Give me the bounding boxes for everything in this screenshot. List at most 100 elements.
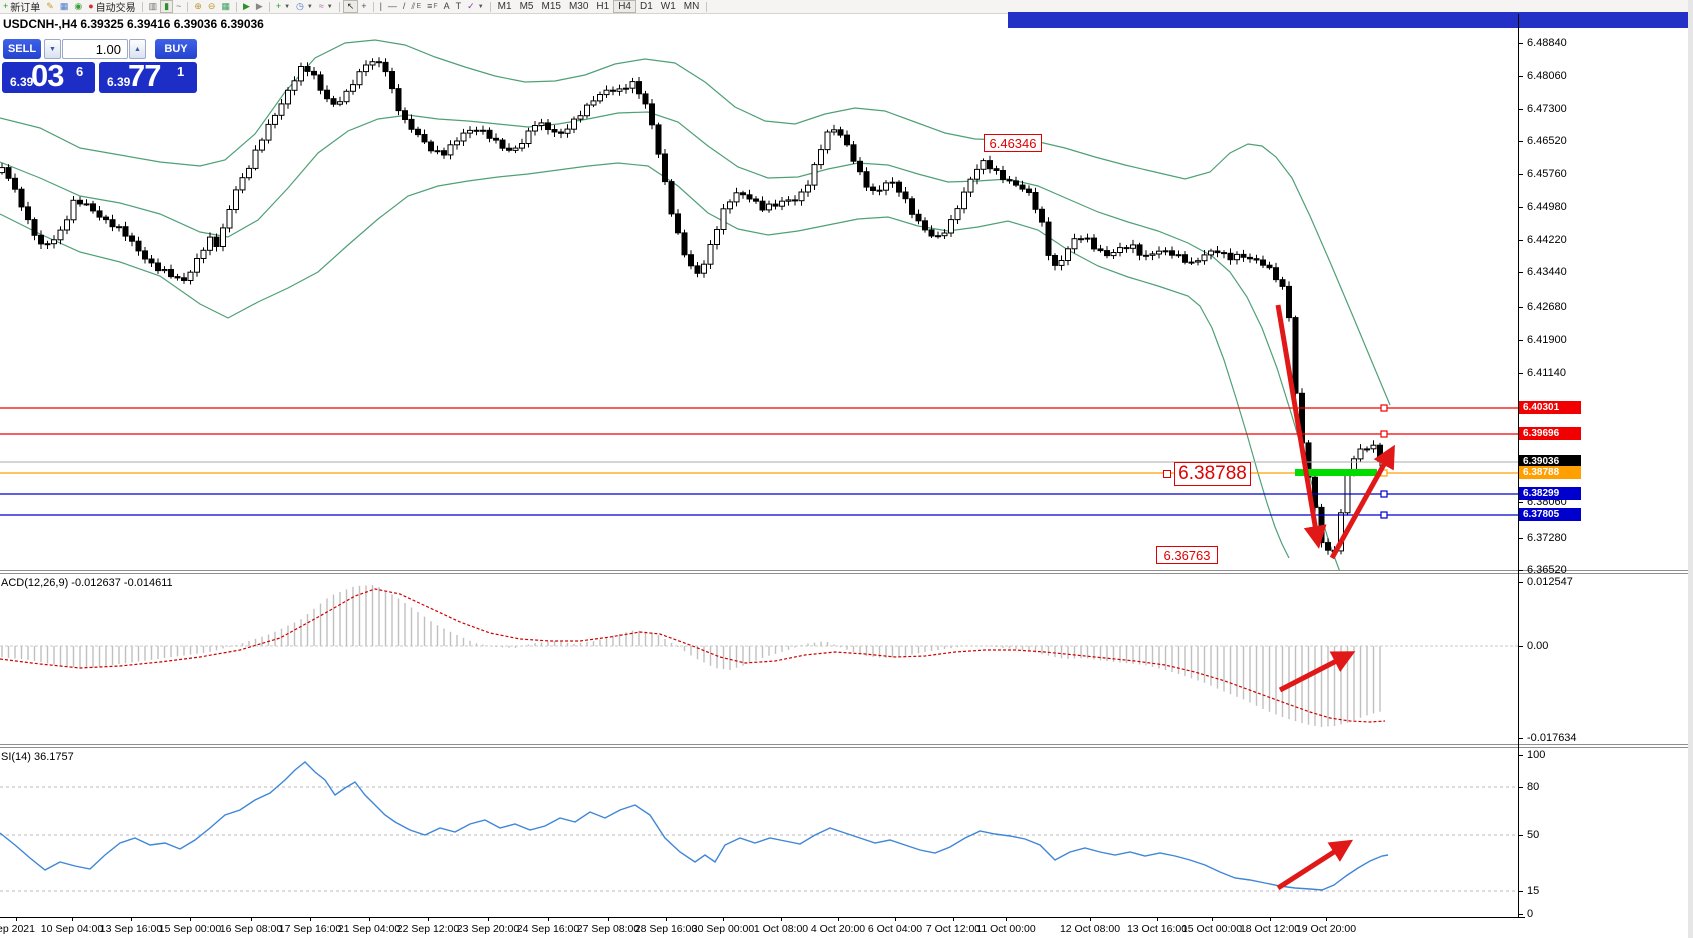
timeframe-MN[interactable]: MN	[683, 1, 700, 12]
fibonacci-button[interactable]: ≡ F	[427, 1, 438, 11]
pane-divider[interactable]	[0, 744, 1693, 745]
timeframe-M15[interactable]: M15	[541, 1, 561, 12]
pane-divider[interactable]	[0, 570, 1693, 571]
auto-scroll-icon-icon: ▶	[242, 1, 250, 11]
hline-button[interactable]: —	[385, 1, 400, 13]
toolbar: + 新订单 ✎ ▦ ◉ ● 自动交易 ▥ ▮ ~ ⊕ ⊖ ▦ ▶ ▶ + ▼ ◷ ▼ ≈ ▼ ↖ + | — / ⫽ E ≡ F A T ✓ ▼ M…	[0, 0, 1693, 14]
buy-price-display[interactable]: 6.39 77 1	[99, 58, 197, 93]
time-tick	[608, 917, 609, 921]
time-axis-line	[0, 917, 1525, 918]
time-tick-label: 16 Sep 08:00	[219, 923, 283, 935]
price-tick-label: 6.37280	[1527, 532, 1567, 544]
sell-price-prefix: 6.39	[10, 75, 34, 89]
toolbar-separator	[187, 1, 189, 12]
macd-pane[interactable]	[0, 574, 1518, 744]
arrows-button[interactable]: ✓ ▼	[464, 1, 487, 13]
volume-input[interactable]	[62, 39, 128, 59]
crosshair-button[interactable]: +	[358, 1, 369, 13]
indicators-button[interactable]: + ▼	[273, 1, 293, 13]
price-level-badge: 6.37805	[1519, 508, 1581, 521]
buy-button[interactable]: BUY	[155, 39, 197, 59]
timeframe-H1[interactable]: H1	[596, 1, 610, 12]
time-tick-label: 23 Sep 20:00	[456, 923, 520, 935]
sell-button[interactable]: SELL	[3, 39, 41, 59]
sell-price-display[interactable]: 6.39 03 6	[2, 58, 95, 93]
time-tick	[781, 917, 782, 921]
bar-chart-icon[interactable]: ▥	[146, 1, 161, 13]
candlestick-chart-icon[interactable]: ▮	[160, 0, 174, 13]
price-label-high[interactable]: 6.46346	[984, 134, 1042, 152]
rsi-label: SI(14) 36.1757	[1, 751, 74, 763]
new-order-button[interactable]: + 新订单	[3, 1, 41, 14]
chart-window-icon[interactable]: ▦	[57, 1, 72, 13]
window-scrollbar[interactable]	[1688, 0, 1693, 938]
down-impulse-arrow[interactable]	[1275, 304, 1327, 549]
signals-icon[interactable]: ◉	[71, 1, 85, 13]
macd-up-arrow[interactable]	[1278, 651, 1356, 693]
chart-shift-icon[interactable]: ▶	[253, 1, 266, 13]
modify-order-icon[interactable]: ✎	[43, 1, 57, 13]
main-chart[interactable]	[0, 14, 1518, 570]
macd-axis-label: -0.017634	[1527, 732, 1577, 744]
timeframe-H4[interactable]: H4	[613, 0, 636, 13]
timeframe-W1[interactable]: W1	[660, 1, 676, 12]
green-support-bar[interactable]	[1295, 469, 1377, 476]
trendline-button[interactable]: /	[400, 1, 409, 13]
price-level-badge: 6.39696	[1519, 427, 1581, 440]
toolbar-separator	[141, 1, 143, 12]
time-tick-label: 19 Oct 20:00	[1295, 923, 1357, 935]
up-reversal-arrow[interactable]	[1329, 444, 1395, 560]
autotrading-button[interactable]: ● 自动交易	[88, 1, 136, 14]
price-label-low[interactable]: 6.36763	[1156, 546, 1218, 564]
price-tick-label: 6.48840	[1527, 37, 1567, 49]
pane-divider[interactable]	[0, 573, 1693, 574]
macd-histogram	[1, 585, 1381, 727]
rsi-axis-label: 50	[1527, 829, 1540, 841]
templates-button[interactable]: ≈ ▼	[316, 1, 336, 13]
time-tick	[1090, 917, 1091, 921]
time-tick-label: 11 Oct 00:00	[976, 923, 1036, 935]
line-chart-icon[interactable]: ~	[173, 1, 184, 13]
volume-increase-button[interactable]: ▲	[129, 39, 146, 59]
price-tick-label: 6.42680	[1527, 301, 1567, 313]
time-tick-label: 17 Sep 16:00	[278, 923, 342, 935]
zoom-out-icon[interactable]: ⊖	[205, 1, 219, 13]
text-label-button[interactable]: T	[453, 1, 465, 13]
bar-chart-icon-icon: ▥	[148, 1, 158, 11]
sell-price-sup: 6	[76, 64, 84, 79]
pane-divider[interactable]	[0, 747, 1693, 748]
zoom-in-icon[interactable]: ⊕	[191, 1, 205, 13]
time-tick-label: 12 Oct 08:00	[1059, 923, 1121, 935]
rsi-up-arrow[interactable]	[1276, 839, 1354, 891]
toolbar-separator	[338, 1, 340, 12]
auto-scroll-icon[interactable]: ▶	[240, 1, 253, 13]
time-tick	[723, 917, 724, 921]
timeframe-M30[interactable]: M30	[568, 1, 589, 12]
fibonacci-button-icon: ≡	[427, 1, 433, 11]
price-tick	[1519, 340, 1523, 341]
timeframe-M1[interactable]: M1	[497, 1, 512, 12]
time-tick-label: ep 2021	[0, 923, 35, 935]
price-tick	[1519, 570, 1523, 571]
vline-button[interactable]: |	[377, 1, 385, 13]
price-tick	[1519, 272, 1523, 273]
cursor-button[interactable]: ↖	[342, 0, 359, 13]
tile-windows-icon[interactable]: ▦	[218, 1, 233, 13]
time-tick	[369, 917, 370, 921]
price-label-entry[interactable]: 6.38788	[1174, 462, 1251, 486]
equidistant-channel-button[interactable]: ⫽ E	[411, 1, 422, 11]
macd-label: ACD(12,26,9) -0.012637 -0.014611	[1, 577, 173, 589]
periods-button[interactable]: ◷ ▼	[293, 1, 316, 13]
timeframe-M5[interactable]: M5	[519, 1, 534, 12]
time-tick	[953, 917, 954, 921]
chevron-down-icon: ▼	[306, 3, 313, 10]
volume-decrease-button[interactable]: ▼	[44, 39, 61, 59]
rsi-axis-label: 15	[1527, 885, 1540, 897]
rsi-pane[interactable]	[0, 748, 1518, 917]
timeframe-D1[interactable]: D1	[639, 1, 653, 12]
line-chart-icon-icon: ~	[176, 1, 182, 11]
time-tick	[488, 917, 489, 921]
time-tick	[895, 917, 896, 921]
time-tick-label: 15 Sep 00:00	[158, 923, 222, 935]
text-button[interactable]: A	[441, 1, 453, 13]
